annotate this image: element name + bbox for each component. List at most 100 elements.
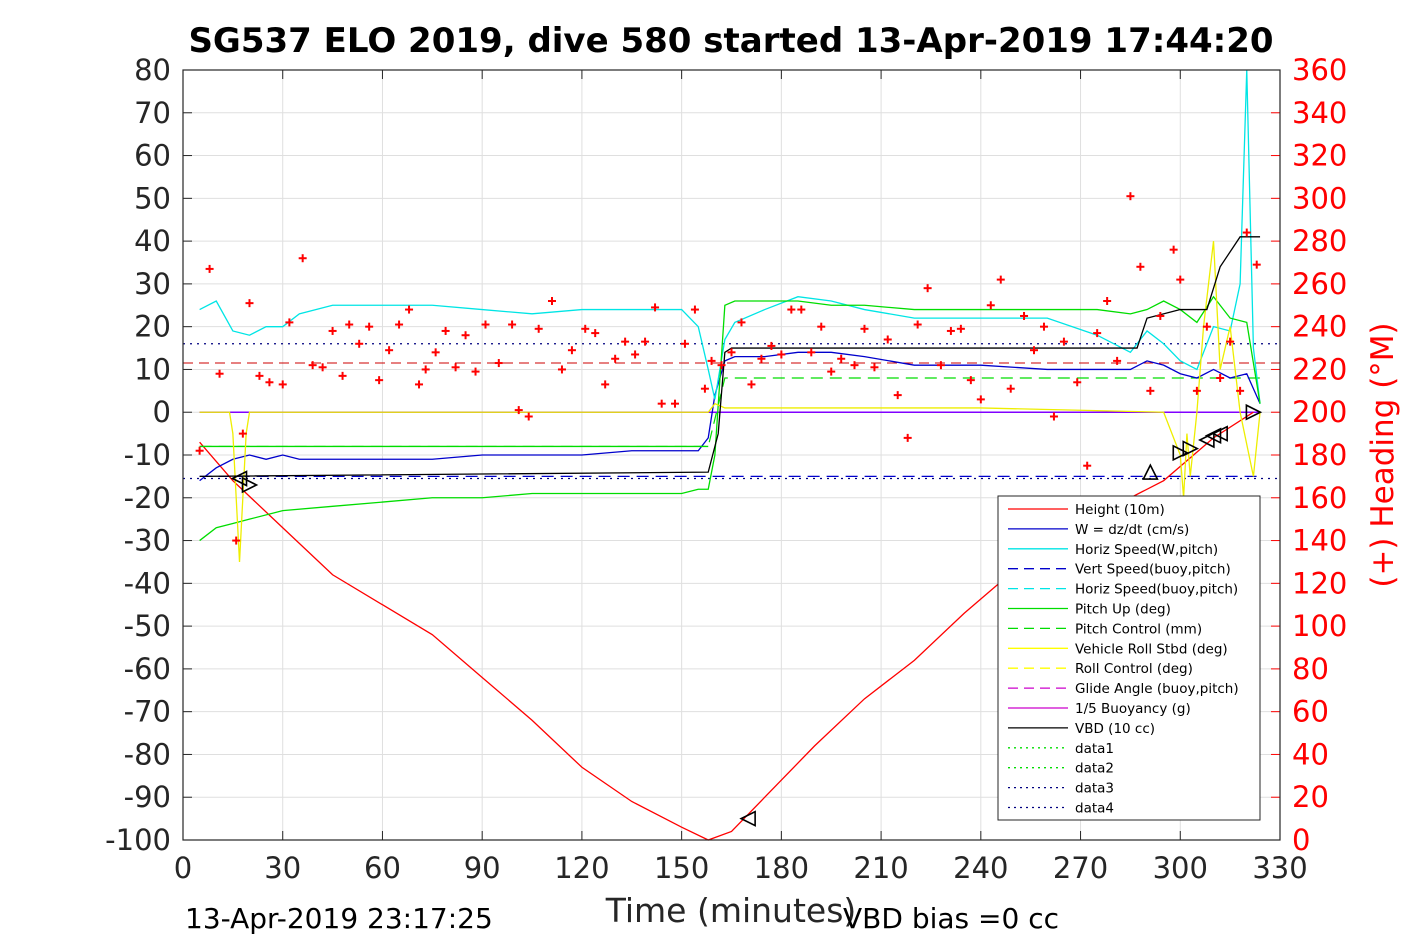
heading-point xyxy=(591,329,600,338)
y-tick-label-left: 0 xyxy=(153,395,171,429)
y-tick-label-left: -40 xyxy=(124,566,171,600)
heading-point xyxy=(1030,346,1039,355)
y-tick-label-left: -100 xyxy=(105,823,171,857)
heading-point xyxy=(956,324,965,333)
heading-point xyxy=(1202,322,1211,331)
heading-point xyxy=(1146,386,1155,395)
x-tick-label: 30 xyxy=(264,851,301,885)
legend-box xyxy=(997,495,1261,821)
heading-point xyxy=(903,433,912,442)
legend-label: Glide Angle (buoy,pitch) xyxy=(1075,681,1239,697)
heading-point xyxy=(850,361,859,370)
y-tick-label-right: 160 xyxy=(1292,481,1347,515)
heading-point xyxy=(581,324,590,333)
heading-point xyxy=(355,339,364,348)
y-tick-label-right: 360 xyxy=(1292,53,1347,87)
x-tick-label: 210 xyxy=(853,851,908,885)
heading-point xyxy=(557,365,566,374)
marker-triangles xyxy=(230,403,1263,827)
y-axis-left: 80 70 60 50 40 30 20 10 0 -10 -20 -30 -40 -50 -60 -70 -8… xyxy=(105,53,192,857)
heading-point xyxy=(441,326,450,335)
y-tick-label-right: 140 xyxy=(1292,524,1347,558)
heading-point xyxy=(205,264,214,273)
heading-point xyxy=(524,412,533,421)
heading-point xyxy=(837,354,846,363)
heading-point xyxy=(641,337,650,346)
heading-point xyxy=(1059,337,1068,346)
y-tick-label-right: 120 xyxy=(1292,566,1347,600)
heading-point xyxy=(232,536,241,545)
y-tick-label-left: 60 xyxy=(134,139,171,173)
heading-point xyxy=(1226,337,1235,346)
y-tick-label-left: -60 xyxy=(124,652,171,686)
heading-point xyxy=(405,305,414,314)
heading-point xyxy=(265,378,274,387)
y-tick-label-right: 260 xyxy=(1292,267,1347,301)
series-pitch_up xyxy=(199,295,1261,542)
heading-point xyxy=(1006,384,1015,393)
heading-point xyxy=(215,369,224,378)
heading-point xyxy=(670,399,679,408)
heading-point xyxy=(707,356,716,365)
triangle-marker xyxy=(241,476,259,494)
heading-point xyxy=(195,446,204,455)
heading-point xyxy=(976,395,985,404)
footer-timestamp: 13-Apr-2019 23:17:25 xyxy=(185,902,493,935)
triangle-marker xyxy=(230,470,248,487)
heading-point xyxy=(328,326,337,335)
x-tick-label: 60 xyxy=(364,851,401,885)
heading-point xyxy=(986,301,995,310)
legend-label: data4 xyxy=(1075,801,1114,817)
heading-point xyxy=(1156,311,1165,320)
heading-point xyxy=(1093,329,1102,338)
y-tick-label-right: 80 xyxy=(1292,652,1329,686)
y-tick-label-left: 20 xyxy=(134,310,171,344)
legend-label: Pitch Up (deg) xyxy=(1075,602,1171,618)
heading-point xyxy=(1073,378,1082,387)
heading-point xyxy=(946,326,955,335)
x-tick-label: 150 xyxy=(654,851,709,885)
y-tick-label-left: 30 xyxy=(134,267,171,301)
heading-point xyxy=(757,354,766,363)
heading-point xyxy=(601,380,610,389)
heading-point xyxy=(415,380,424,389)
heading-point xyxy=(737,318,746,327)
heading-point xyxy=(817,322,826,331)
y-tick-label-right: 280 xyxy=(1292,224,1347,258)
triangle-marker xyxy=(1211,425,1228,442)
y-tick-label-left: -50 xyxy=(124,609,171,643)
heading-point xyxy=(345,320,354,329)
heading-point xyxy=(797,305,806,314)
y-tick-label-right: 340 xyxy=(1292,96,1347,130)
x-tick-label: 240 xyxy=(953,851,1008,885)
y-tick-label-left: -70 xyxy=(124,695,171,729)
heading-points xyxy=(195,192,1261,545)
chart-title: SG537 ELO 2019, dive 580 started 13-Apr-… xyxy=(188,21,1273,61)
series-vbd xyxy=(199,236,1261,478)
y-tick-label-left: -30 xyxy=(124,524,171,558)
legend-label: 1/5 Buoyancy (g) xyxy=(1075,701,1191,717)
heading-point xyxy=(1216,374,1225,382)
heading-point xyxy=(547,297,556,305)
triangle-marker xyxy=(1142,463,1159,480)
heading-point xyxy=(481,320,490,329)
legend-label: Horiz Speed(buoy,pitch) xyxy=(1075,582,1238,598)
heading-point xyxy=(298,254,307,263)
legend-label: Roll Control (deg) xyxy=(1075,661,1193,677)
heading-point xyxy=(747,380,756,389)
heading-point xyxy=(631,350,640,359)
heading-point xyxy=(966,376,975,385)
x-tick-label: 330 xyxy=(1252,851,1307,885)
heading-point xyxy=(451,363,460,372)
legend-label: W = dz/dt (cm/s) xyxy=(1075,522,1189,538)
triangle-marker xyxy=(1172,444,1190,462)
y-axis-right: 3603403203002802602402202001801601401201… xyxy=(1271,53,1347,857)
heading-point xyxy=(700,384,709,393)
heading-point xyxy=(1126,192,1135,201)
legend-label: Pitch Control (mm) xyxy=(1075,621,1202,637)
y-tick-label-left: 80 xyxy=(134,53,171,87)
heading-point xyxy=(1169,245,1178,254)
y-tick-label-right: 60 xyxy=(1292,695,1329,729)
heading-point xyxy=(657,399,666,408)
heading-point xyxy=(567,346,576,355)
